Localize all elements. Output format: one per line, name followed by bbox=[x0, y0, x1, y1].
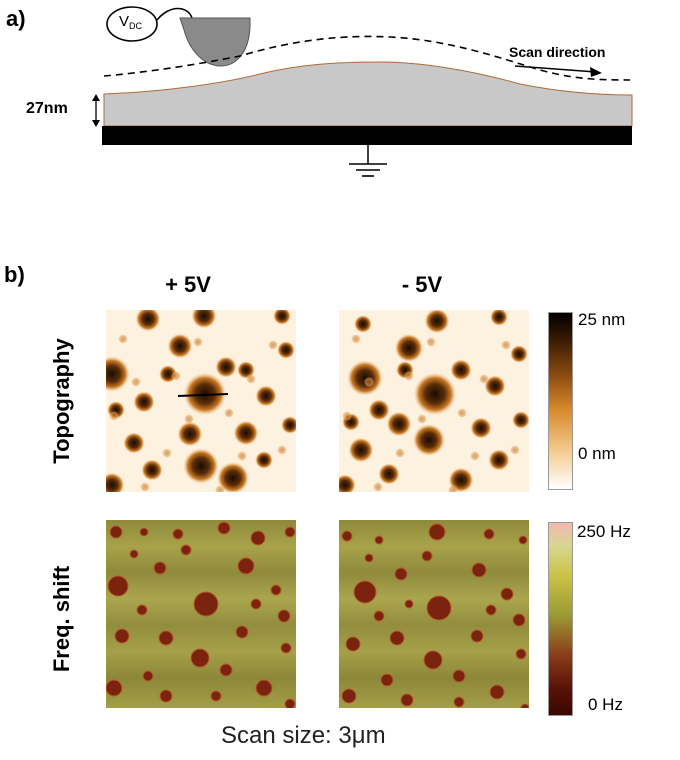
voltage-source-icon bbox=[106, 6, 158, 42]
line-profile-marker bbox=[177, 393, 229, 397]
topography-colorbar bbox=[548, 312, 573, 490]
frequency-colorbar bbox=[548, 522, 573, 716]
topography-scale-min: 0 nm bbox=[578, 444, 616, 463]
frequency-map-plus5v bbox=[106, 520, 296, 708]
panel-a-label: a) bbox=[6, 6, 26, 31]
topography-scale-max: 25 nm bbox=[578, 310, 626, 329]
tip-trajectory bbox=[103, 35, 631, 81]
thickness-label: 27nm bbox=[26, 100, 68, 117]
vdc-main: V bbox=[119, 13, 130, 30]
topography-map-minus5v bbox=[339, 310, 529, 492]
row-title-topography: Topography bbox=[49, 338, 74, 464]
topography-map-plus5v bbox=[106, 310, 296, 492]
tip-wire bbox=[156, 7, 193, 21]
panel-a-schematic bbox=[92, 6, 633, 177]
scan-size-label: Scan size: 3μm bbox=[221, 722, 386, 749]
substrate bbox=[102, 126, 632, 145]
vdc-sub: DC bbox=[129, 21, 143, 31]
scan-direction-label: Scan direction bbox=[509, 44, 606, 60]
column-title-minus5v: - 5V bbox=[401, 272, 443, 297]
column-title-plus5v: + 5V bbox=[165, 272, 211, 297]
frequency-scale-min: 0 Hz bbox=[588, 695, 623, 714]
scan-direction-arrow bbox=[514, 65, 597, 73]
row-title-freq-shift: Freq. shift bbox=[49, 565, 74, 673]
frequency-scale-max: 250 Hz bbox=[577, 522, 631, 541]
afm-tip-icon bbox=[179, 17, 251, 67]
ground-icon bbox=[349, 163, 387, 177]
vdc-label: VDC bbox=[119, 13, 142, 31]
thin-film bbox=[103, 61, 633, 127]
frequency-map-minus5v bbox=[339, 520, 529, 708]
panel-b-label: b) bbox=[4, 262, 25, 287]
